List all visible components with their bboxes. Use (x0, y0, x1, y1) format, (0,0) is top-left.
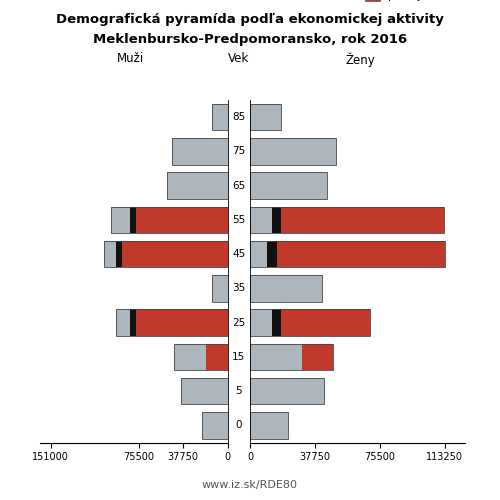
Bar (250, 412, 288, 438)
Bar (250, 138, 336, 164)
Bar (180, 378, 228, 404)
Bar (116, 310, 130, 336)
Bar (250, 138, 336, 164)
Bar (250, 206, 272, 233)
Bar (180, 378, 228, 404)
Bar (272, 206, 281, 233)
Bar (172, 138, 228, 164)
Text: Ženy: Ženy (345, 52, 375, 67)
Bar (272, 310, 281, 336)
Bar (250, 104, 281, 130)
Bar (202, 412, 228, 438)
Bar (212, 275, 228, 301)
Bar (250, 310, 272, 336)
Bar (136, 206, 228, 233)
Bar (250, 412, 288, 438)
Bar (172, 138, 228, 164)
Text: 15: 15 (232, 352, 245, 362)
Bar (250, 206, 444, 233)
Bar (212, 104, 228, 130)
Bar (166, 172, 228, 199)
Bar (250, 241, 445, 268)
Bar (250, 310, 370, 336)
Bar (250, 241, 267, 268)
Text: 85: 85 (232, 112, 245, 122)
Bar (116, 241, 122, 268)
Bar (302, 344, 332, 370)
Text: Vek: Vek (228, 52, 250, 66)
Text: Meklenbursko-Predpomoransko, rok 2016: Meklenbursko-Predpomoransko, rok 2016 (93, 32, 407, 46)
Bar (250, 172, 328, 199)
Bar (136, 310, 228, 336)
Text: 75: 75 (232, 146, 245, 156)
Legend: neaktívni, nezamestnaní, pracujúci: neaktívni, nezamestnaní, pracujúci (364, 0, 464, 4)
Bar (130, 310, 136, 336)
Bar (174, 344, 228, 370)
Bar (212, 104, 228, 130)
Bar (111, 206, 228, 233)
Bar (250, 344, 302, 370)
Bar (104, 241, 228, 268)
Bar (130, 206, 136, 233)
Bar (250, 275, 322, 301)
Bar (104, 241, 116, 268)
Text: www.iz.sk/RDE80: www.iz.sk/RDE80 (202, 480, 298, 490)
Bar (202, 412, 228, 438)
Text: 35: 35 (232, 284, 245, 294)
Text: 5: 5 (236, 386, 242, 396)
Text: Demografická pyramída podľa ekonomickej aktivity: Demografická pyramída podľa ekonomickej … (56, 12, 444, 26)
Bar (250, 378, 324, 404)
Text: 25: 25 (232, 318, 245, 328)
Bar (174, 344, 206, 370)
Bar (111, 206, 130, 233)
Bar (206, 344, 228, 370)
Bar (250, 344, 332, 370)
Text: 45: 45 (232, 249, 245, 259)
Text: Muži: Muži (116, 52, 143, 66)
Bar (250, 104, 281, 130)
Bar (166, 172, 228, 199)
Bar (250, 378, 324, 404)
Text: 55: 55 (232, 215, 245, 225)
Bar (267, 241, 276, 268)
Bar (281, 206, 444, 233)
Bar (250, 275, 322, 301)
Bar (281, 310, 370, 336)
Bar (122, 241, 228, 268)
Bar (276, 241, 445, 268)
Text: 0: 0 (236, 420, 242, 430)
Bar (250, 172, 328, 199)
Text: 65: 65 (232, 180, 245, 190)
Bar (116, 310, 228, 336)
Bar (212, 275, 228, 301)
